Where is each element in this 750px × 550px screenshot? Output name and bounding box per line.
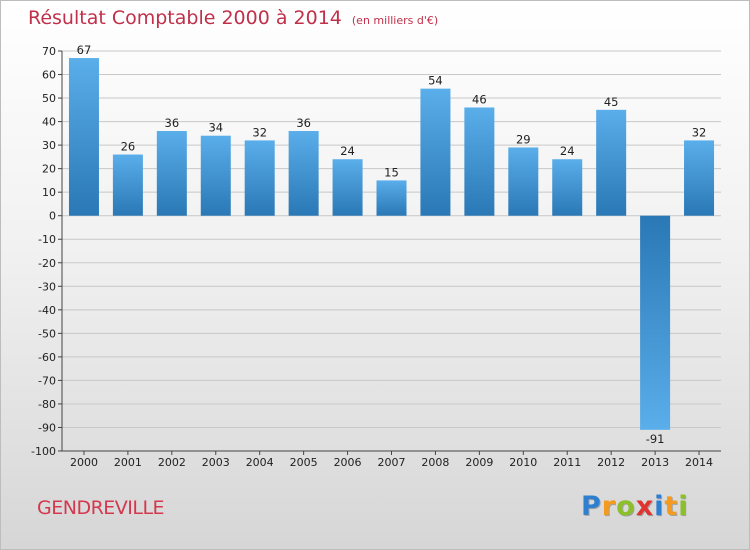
y-tick-label: -80: [38, 398, 56, 411]
x-tick-label-2012: 2012: [597, 456, 625, 469]
logo-letter: r: [601, 491, 617, 522]
y-tick-label: 40: [42, 116, 56, 129]
proxiti-logo[interactable]: Proxiti: [581, 491, 689, 522]
bar-2002: [156, 131, 187, 216]
y-tick-label: 10: [42, 186, 56, 199]
logo-letter: x: [635, 491, 655, 522]
value-label-2001: 26: [121, 140, 136, 154]
chart-title-text: Résultat Comptable 2000 à 2014: [28, 7, 342, 29]
chart-title: Résultat Comptable 2000 à 2014 (en millie…: [28, 7, 438, 29]
logo-letter: o: [616, 491, 636, 522]
bar-2005: [288, 131, 319, 216]
x-tick-label-2007: 2007: [378, 456, 406, 469]
bar-2001: [112, 154, 143, 216]
x-tick-label-2008: 2008: [421, 456, 449, 469]
y-tick-label: -90: [38, 421, 56, 434]
x-tick-label-2009: 2009: [465, 456, 493, 469]
value-label-2000: 67: [77, 43, 92, 57]
value-label-2005: 36: [296, 116, 311, 130]
value-labels: 67 26 36 34 32 36 24 15 54 46 29 24 45 -91 32: [77, 43, 707, 446]
bar-2000: [68, 58, 99, 216]
x-axis-ticks: 2000 2001 2002 2003 2004 2005 2006 2007 2008 2009…: [70, 456, 713, 469]
axes: [58, 50, 721, 455]
x-tick-label-2010: 2010: [509, 456, 537, 469]
y-tick-label: -30: [38, 280, 56, 293]
y-tick-label: 60: [42, 69, 56, 82]
bar-2014: [684, 140, 715, 216]
x-tick-label-2000: 2000: [70, 456, 98, 469]
bar-2013: [640, 215, 671, 430]
bar-2008: [420, 88, 451, 216]
logo-letter: P: [581, 491, 602, 522]
bar-2012: [596, 109, 627, 216]
x-tick-label-2003: 2003: [202, 456, 230, 469]
logo-letter: i: [654, 491, 665, 522]
y-tick-label: 50: [42, 92, 56, 105]
bar-2003: [200, 135, 231, 216]
y-tick-label: -20: [38, 257, 56, 270]
x-tick-label-2006: 2006: [334, 456, 362, 469]
bars: [68, 58, 715, 430]
value-label-2012: 45: [604, 95, 619, 109]
y-tick-label: -100: [31, 445, 56, 458]
value-label-2002: 36: [165, 116, 180, 130]
value-label-2010: 29: [516, 132, 531, 146]
value-label-2013: -91: [646, 432, 665, 446]
bar-2007: [376, 180, 407, 216]
chart-subtitle: (en milliers d'€): [351, 14, 439, 27]
x-tick-label-2005: 2005: [290, 456, 318, 469]
value-label-2008: 54: [428, 74, 443, 88]
x-tick-label-2014: 2014: [685, 456, 713, 469]
value-label-2006: 24: [340, 144, 355, 158]
x-tick-label-2011: 2011: [553, 456, 581, 469]
y-tick-label: -10: [38, 233, 56, 246]
value-label-2003: 34: [208, 121, 223, 135]
y-tick-label: -50: [38, 327, 56, 340]
bar-2010: [508, 147, 539, 216]
commune-name: GENDREVILLE: [37, 497, 165, 519]
y-tick-label: -40: [38, 304, 56, 317]
value-label-2004: 32: [252, 125, 267, 139]
logo-letter: i: [678, 491, 689, 522]
bar-2009: [464, 107, 495, 216]
y-tick-label: -60: [38, 351, 56, 364]
value-label-2007: 15: [384, 165, 399, 179]
x-tick-label-2002: 2002: [158, 456, 186, 469]
value-label-2014: 32: [692, 125, 707, 139]
value-label-2011: 24: [560, 144, 575, 158]
y-axis-ticks: 70 60 50 40 30 20 10 0 -10 -20 -30 -40 -50 -60 -70 -80 -…: [31, 45, 56, 458]
x-tick-label-2001: 2001: [114, 456, 142, 469]
x-tick-label-2013: 2013: [641, 456, 669, 469]
bar-2006: [332, 159, 363, 216]
bar-2011: [552, 159, 583, 216]
y-tick-label: -70: [38, 374, 56, 387]
bar-2004: [244, 140, 275, 216]
x-tick-label-2004: 2004: [246, 456, 274, 469]
y-tick-label: 0: [49, 210, 56, 223]
value-label-2009: 46: [472, 92, 487, 106]
y-tick-label: 30: [42, 139, 56, 152]
y-tick-label: 20: [42, 163, 56, 176]
y-tick-label: 70: [42, 45, 56, 58]
logo-letter: t: [664, 491, 679, 522]
